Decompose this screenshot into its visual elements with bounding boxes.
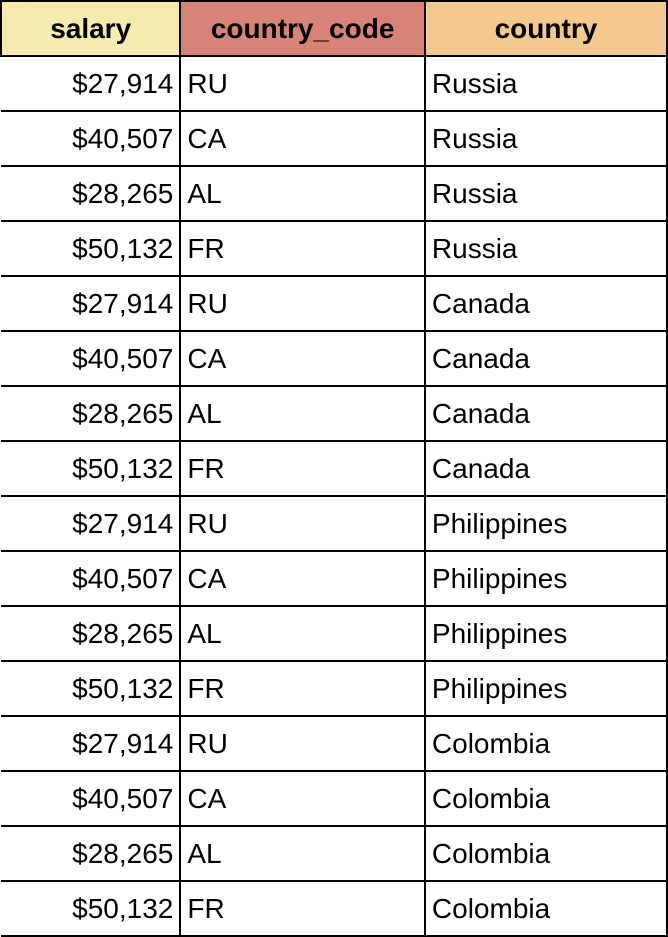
- table-row: $40,507CAColombia: [1, 771, 667, 826]
- cell-country-code: RU: [180, 276, 425, 331]
- table-row: $27,914RURussia: [1, 56, 667, 111]
- cell-country: Canada: [425, 386, 667, 441]
- cell-salary: $40,507: [1, 331, 180, 386]
- cell-country: Colombia: [425, 771, 667, 826]
- cell-country: Philippines: [425, 551, 667, 606]
- cell-country: Russia: [425, 221, 667, 276]
- header-row: salary country_code country: [1, 1, 667, 56]
- cell-country-code: CA: [180, 331, 425, 386]
- table-row: $27,914RUPhilippines: [1, 496, 667, 551]
- cell-salary: $27,914: [1, 716, 180, 771]
- table-row: $27,914RUCanada: [1, 276, 667, 331]
- cell-country-code: CA: [180, 111, 425, 166]
- table-row: $50,132FRRussia: [1, 221, 667, 276]
- table-row: $40,507CAPhilippines: [1, 551, 667, 606]
- cell-country: Philippines: [425, 496, 667, 551]
- cell-country: Philippines: [425, 661, 667, 716]
- table-row: $28,265ALPhilippines: [1, 606, 667, 661]
- table-row: $28,265ALColombia: [1, 826, 667, 881]
- table-row: $28,265ALRussia: [1, 166, 667, 221]
- cell-salary: $40,507: [1, 551, 180, 606]
- cell-country-code: RU: [180, 496, 425, 551]
- cell-salary: $27,914: [1, 496, 180, 551]
- cell-country-code: FR: [180, 441, 425, 496]
- table-row: $50,132FRColombia: [1, 881, 667, 936]
- cell-country-code: CA: [180, 551, 425, 606]
- header-country: country: [425, 1, 667, 56]
- cell-country: Russia: [425, 111, 667, 166]
- cell-country-code: RU: [180, 716, 425, 771]
- cell-country: Colombia: [425, 716, 667, 771]
- cell-country-code: FR: [180, 661, 425, 716]
- table-row: $50,132FRPhilippines: [1, 661, 667, 716]
- cell-salary: $27,914: [1, 276, 180, 331]
- cell-salary: $50,132: [1, 881, 180, 936]
- table-body: $27,914RURussia$40,507CARussia$28,265ALR…: [1, 56, 667, 936]
- cell-country-code: CA: [180, 771, 425, 826]
- cell-salary: $28,265: [1, 386, 180, 441]
- table-row: $50,132FRCanada: [1, 441, 667, 496]
- cell-country: Colombia: [425, 881, 667, 936]
- cell-country-code: RU: [180, 56, 425, 111]
- cell-salary: $28,265: [1, 606, 180, 661]
- cell-country-code: AL: [180, 606, 425, 661]
- cell-country-code: AL: [180, 386, 425, 441]
- cell-country: Canada: [425, 276, 667, 331]
- cell-salary: $27,914: [1, 56, 180, 111]
- cell-country-code: AL: [180, 826, 425, 881]
- cell-salary: $40,507: [1, 771, 180, 826]
- table-row: $27,914RUColombia: [1, 716, 667, 771]
- cell-salary: $28,265: [1, 166, 180, 221]
- cell-country-code: AL: [180, 166, 425, 221]
- cell-salary: $28,265: [1, 826, 180, 881]
- cell-country: Canada: [425, 441, 667, 496]
- cell-salary: $50,132: [1, 221, 180, 276]
- header-salary: salary: [1, 1, 180, 56]
- cell-country-code: FR: [180, 881, 425, 936]
- cell-country: Russia: [425, 56, 667, 111]
- table-row: $40,507CARussia: [1, 111, 667, 166]
- cell-country: Russia: [425, 166, 667, 221]
- data-table: salary country_code country $27,914RURus…: [0, 0, 668, 937]
- cell-salary: $50,132: [1, 441, 180, 496]
- table-row: $28,265ALCanada: [1, 386, 667, 441]
- header-country-code: country_code: [180, 1, 425, 56]
- cell-salary: $40,507: [1, 111, 180, 166]
- table-row: $40,507CACanada: [1, 331, 667, 386]
- cell-salary: $50,132: [1, 661, 180, 716]
- cell-country: Philippines: [425, 606, 667, 661]
- cell-country-code: FR: [180, 221, 425, 276]
- cell-country: Colombia: [425, 826, 667, 881]
- cell-country: Canada: [425, 331, 667, 386]
